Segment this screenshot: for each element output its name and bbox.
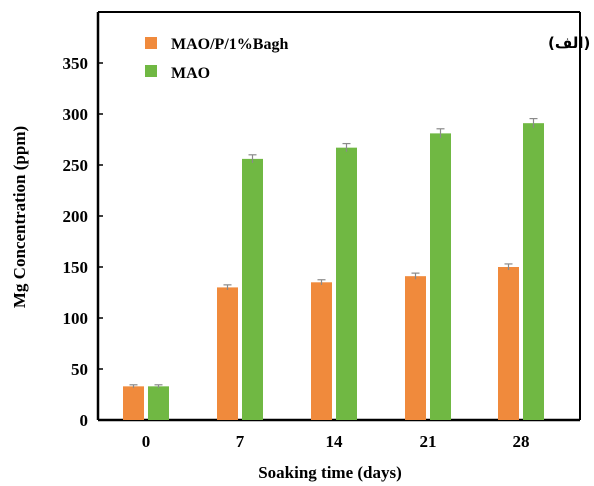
y-tick-label: 50 [71,360,88,379]
x-tick-label: 28 [513,432,530,451]
bars-layer [123,117,544,421]
panel-label: (الف) [548,34,590,52]
y-tick-label: 100 [63,309,89,328]
x-tick-label: 21 [420,432,437,451]
x-tick-label: 14 [326,432,344,451]
legend-swatch-mao-p-bagh [145,37,157,49]
y-ticks-layer: 0 50 100 150 200 250 300 350 [63,54,103,430]
x-tick-label: 0 [142,432,151,451]
legend: MAO/P/1%Bagh MAO [145,36,288,82]
legend-swatch-mao [145,65,157,77]
y-tick-label: 250 [63,156,89,175]
legend-label-mao-p-bagh: MAO/P/1%Bagh [171,36,288,53]
y-tick-label: 0 [80,411,89,430]
y-tick-label: 300 [63,105,89,124]
legend-label-mao: MAO [171,65,210,82]
bar-mao-p-1-bagh-14 [311,282,332,420]
bar-mao-p-1-bagh-7 [217,287,238,420]
y-axis-title: Mg Concentration (ppm) [10,126,29,308]
y-tick-label: 150 [63,258,89,277]
x-ticks-layer: 0 7 14 21 28 [142,432,530,451]
bar-mao-14 [336,147,357,420]
bar-mao-p-1-bagh-0 [123,386,144,420]
y-tick-label: 350 [63,54,89,73]
bar-mao-0 [148,386,169,420]
bar-mao-21 [430,133,451,420]
bar-mao-7 [242,158,263,420]
y-tick-label: 200 [63,207,89,226]
x-axis-title: Soaking time (days) [258,463,402,482]
bar-mao-p-1-bagh-21 [405,276,426,420]
bar-mao-p-1-bagh-28 [498,267,519,420]
x-tick-label: 7 [236,432,245,451]
bar-mao-28 [523,123,544,421]
